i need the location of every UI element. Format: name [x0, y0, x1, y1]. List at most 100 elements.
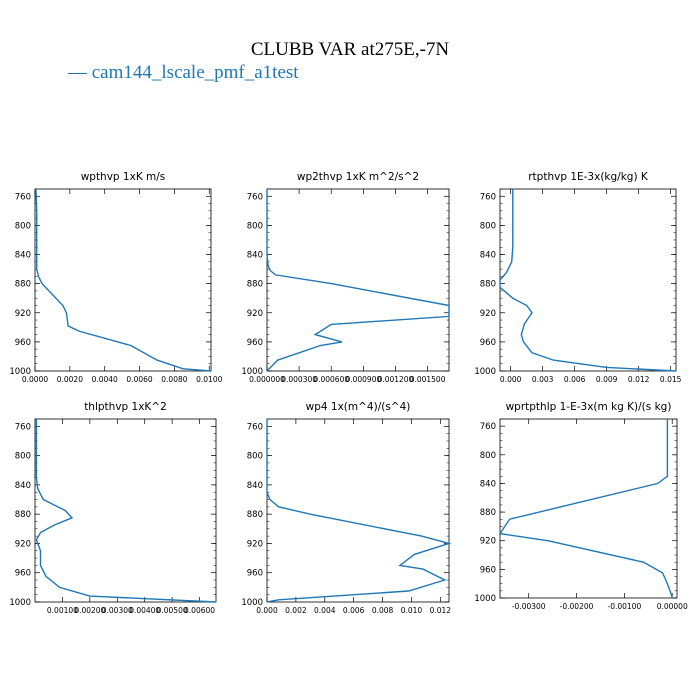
- x-tick-label: 0.000000: [249, 375, 285, 384]
- x-tick-label: 0.00300: [102, 606, 133, 615]
- x-tick-label: 0.0040: [92, 375, 118, 384]
- y-tick-label: 960: [247, 569, 263, 579]
- series-line: [266, 419, 452, 603]
- x-tick-label: -0.00200: [560, 602, 594, 611]
- x-tick-label: 0.0080: [161, 375, 187, 384]
- x-tick-label: 0.000600: [313, 375, 349, 384]
- x-tick-label: 0.000300: [281, 375, 317, 384]
- panel-title: thlpthvp 1xK^2: [84, 401, 167, 413]
- y-tick-label: 880: [247, 280, 263, 290]
- x-tick-label: 0.00400: [129, 606, 160, 615]
- y-tick-label: 760: [15, 422, 31, 432]
- x-tick-label: 0.015: [660, 375, 682, 384]
- x-tick-label: 0.006: [564, 375, 586, 384]
- y-tick-label: 880: [15, 510, 31, 520]
- x-tick-label: 0.000: [500, 375, 522, 384]
- y-tick-label: 1000: [241, 367, 263, 377]
- y-tick-label: 800: [15, 452, 31, 462]
- x-tick-label: 0.001200: [378, 375, 414, 384]
- y-tick-label: 960: [480, 338, 496, 348]
- y-tick-label: 920: [247, 539, 263, 549]
- y-tick-label: 1000: [474, 594, 496, 604]
- x-tick-label: 0.00000: [657, 602, 688, 611]
- y-tick-label: 880: [480, 280, 496, 290]
- plot-frame: [34, 418, 217, 603]
- x-tick-label: 0.012: [628, 375, 650, 384]
- plot-frame: [34, 188, 212, 372]
- x-tick-label: 0.0000: [22, 375, 48, 384]
- panel-title: wprtpthlp 1-E-3x(m kg K)/(s kg): [506, 401, 672, 413]
- y-tick-label: 1000: [9, 598, 31, 608]
- x-tick-label: 0.002: [285, 606, 307, 615]
- y-tick-label: 920: [15, 309, 31, 319]
- panel-5: wp4 1x(m^4)/(s^4)76080084088092096010000…: [241, 401, 452, 615]
- panel-6: wprtpthlp 1-E-3x(m kg K)/(s kg) 760 800 840…: [474, 401, 688, 611]
- x-tick-label: 0.004: [314, 606, 336, 615]
- x-tick-label: 0.0100: [196, 375, 222, 384]
- x-tick-label: 0.00100: [47, 606, 78, 615]
- series-line: [35, 419, 217, 603]
- y-tick-label: 960: [247, 338, 263, 348]
- x-tick-label: 0.006: [343, 606, 365, 615]
- y-tick-label: 760: [15, 192, 31, 202]
- plot-frame: [266, 418, 450, 603]
- panel-2: wp2thvp 1xK m^2/s^2 760 800 840 880 920 960 100…: [241, 171, 450, 384]
- plot-frame: [266, 188, 450, 372]
- panel-grid: wpthvp 1xK m/s76080084088092096010000.00…: [9, 171, 688, 615]
- y-tick-label: 760: [480, 192, 496, 202]
- series-line: [35, 188, 212, 372]
- panel-title: wp2thvp 1xK m^2/s^2: [297, 171, 419, 183]
- y-tick-label: 800: [15, 221, 31, 231]
- y-tick-label: 1000: [9, 367, 31, 377]
- y-tick-label: 920: [480, 309, 496, 319]
- y-tick-label: 840: [15, 251, 31, 261]
- y-tick-label: 880: [15, 280, 31, 290]
- y-tick-label: 800: [480, 221, 496, 231]
- plot-frame: [499, 188, 677, 372]
- series-line: [498, 419, 673, 599]
- x-tick-label: 0.000: [256, 606, 278, 615]
- series-line: [499, 189, 677, 372]
- panel-title: rtpthvp 1E-3x(kg/kg) K: [528, 171, 649, 183]
- x-tick-label: 0.000900: [345, 375, 381, 384]
- y-tick-label: 920: [247, 309, 263, 319]
- x-tick-label: 0.0020: [57, 375, 83, 384]
- x-tick-label: 0.003: [532, 375, 554, 384]
- y-tick-label: 920: [480, 537, 496, 547]
- x-tick-label: 0.001500: [410, 375, 446, 384]
- y-tick-label: 1000: [241, 598, 263, 608]
- y-tick-label: 840: [480, 479, 496, 489]
- y-tick-label: 800: [480, 451, 496, 461]
- y-tick-label: 800: [247, 452, 263, 462]
- panel-4: thlpthvp 1xK^2 760 800 840 880 920 960 1000 0.00…: [9, 401, 217, 615]
- panel-title: wp4 1x(m^4)/(s^4): [306, 401, 411, 413]
- y-tick-label: 800: [247, 221, 263, 231]
- x-tick-label: 0.010: [401, 606, 423, 615]
- x-tick-label: -0.00100: [608, 602, 642, 611]
- x-tick-label: -0.00300: [512, 602, 546, 611]
- legend-entry: — cam144_lscale_pmf_a1test: [67, 62, 299, 83]
- x-tick-label: 0.008: [372, 606, 394, 615]
- x-tick-label: 0.0060: [126, 375, 152, 384]
- y-tick-label: 1000: [474, 367, 496, 377]
- x-tick-label: 0.00200: [74, 606, 105, 615]
- y-tick-label: 760: [480, 422, 496, 432]
- series-line: [266, 189, 450, 372]
- y-tick-label: 840: [480, 251, 496, 261]
- y-tick-label: 960: [15, 338, 31, 348]
- x-tick-label: 0.012: [430, 606, 452, 615]
- panel-1: wpthvp 1xK m/s76080084088092096010000.00…: [9, 171, 222, 384]
- y-tick-label: 960: [15, 569, 31, 579]
- x-tick-label: 0.00500: [157, 606, 188, 615]
- y-tick-label: 880: [480, 508, 496, 518]
- y-tick-label: 760: [247, 192, 263, 202]
- panel-3: rtpthvp 1E-3x(kg/kg) K 760 800 840 880 920 960…: [474, 171, 681, 384]
- panel-title: wpthvp 1xK m/s: [81, 171, 166, 183]
- y-tick-label: 840: [247, 251, 263, 261]
- y-tick-label: 960: [480, 565, 496, 575]
- y-tick-label: 920: [15, 539, 31, 549]
- x-tick-label: 0.00600: [184, 606, 215, 615]
- plot-frame: [499, 418, 678, 599]
- y-tick-label: 840: [247, 481, 263, 491]
